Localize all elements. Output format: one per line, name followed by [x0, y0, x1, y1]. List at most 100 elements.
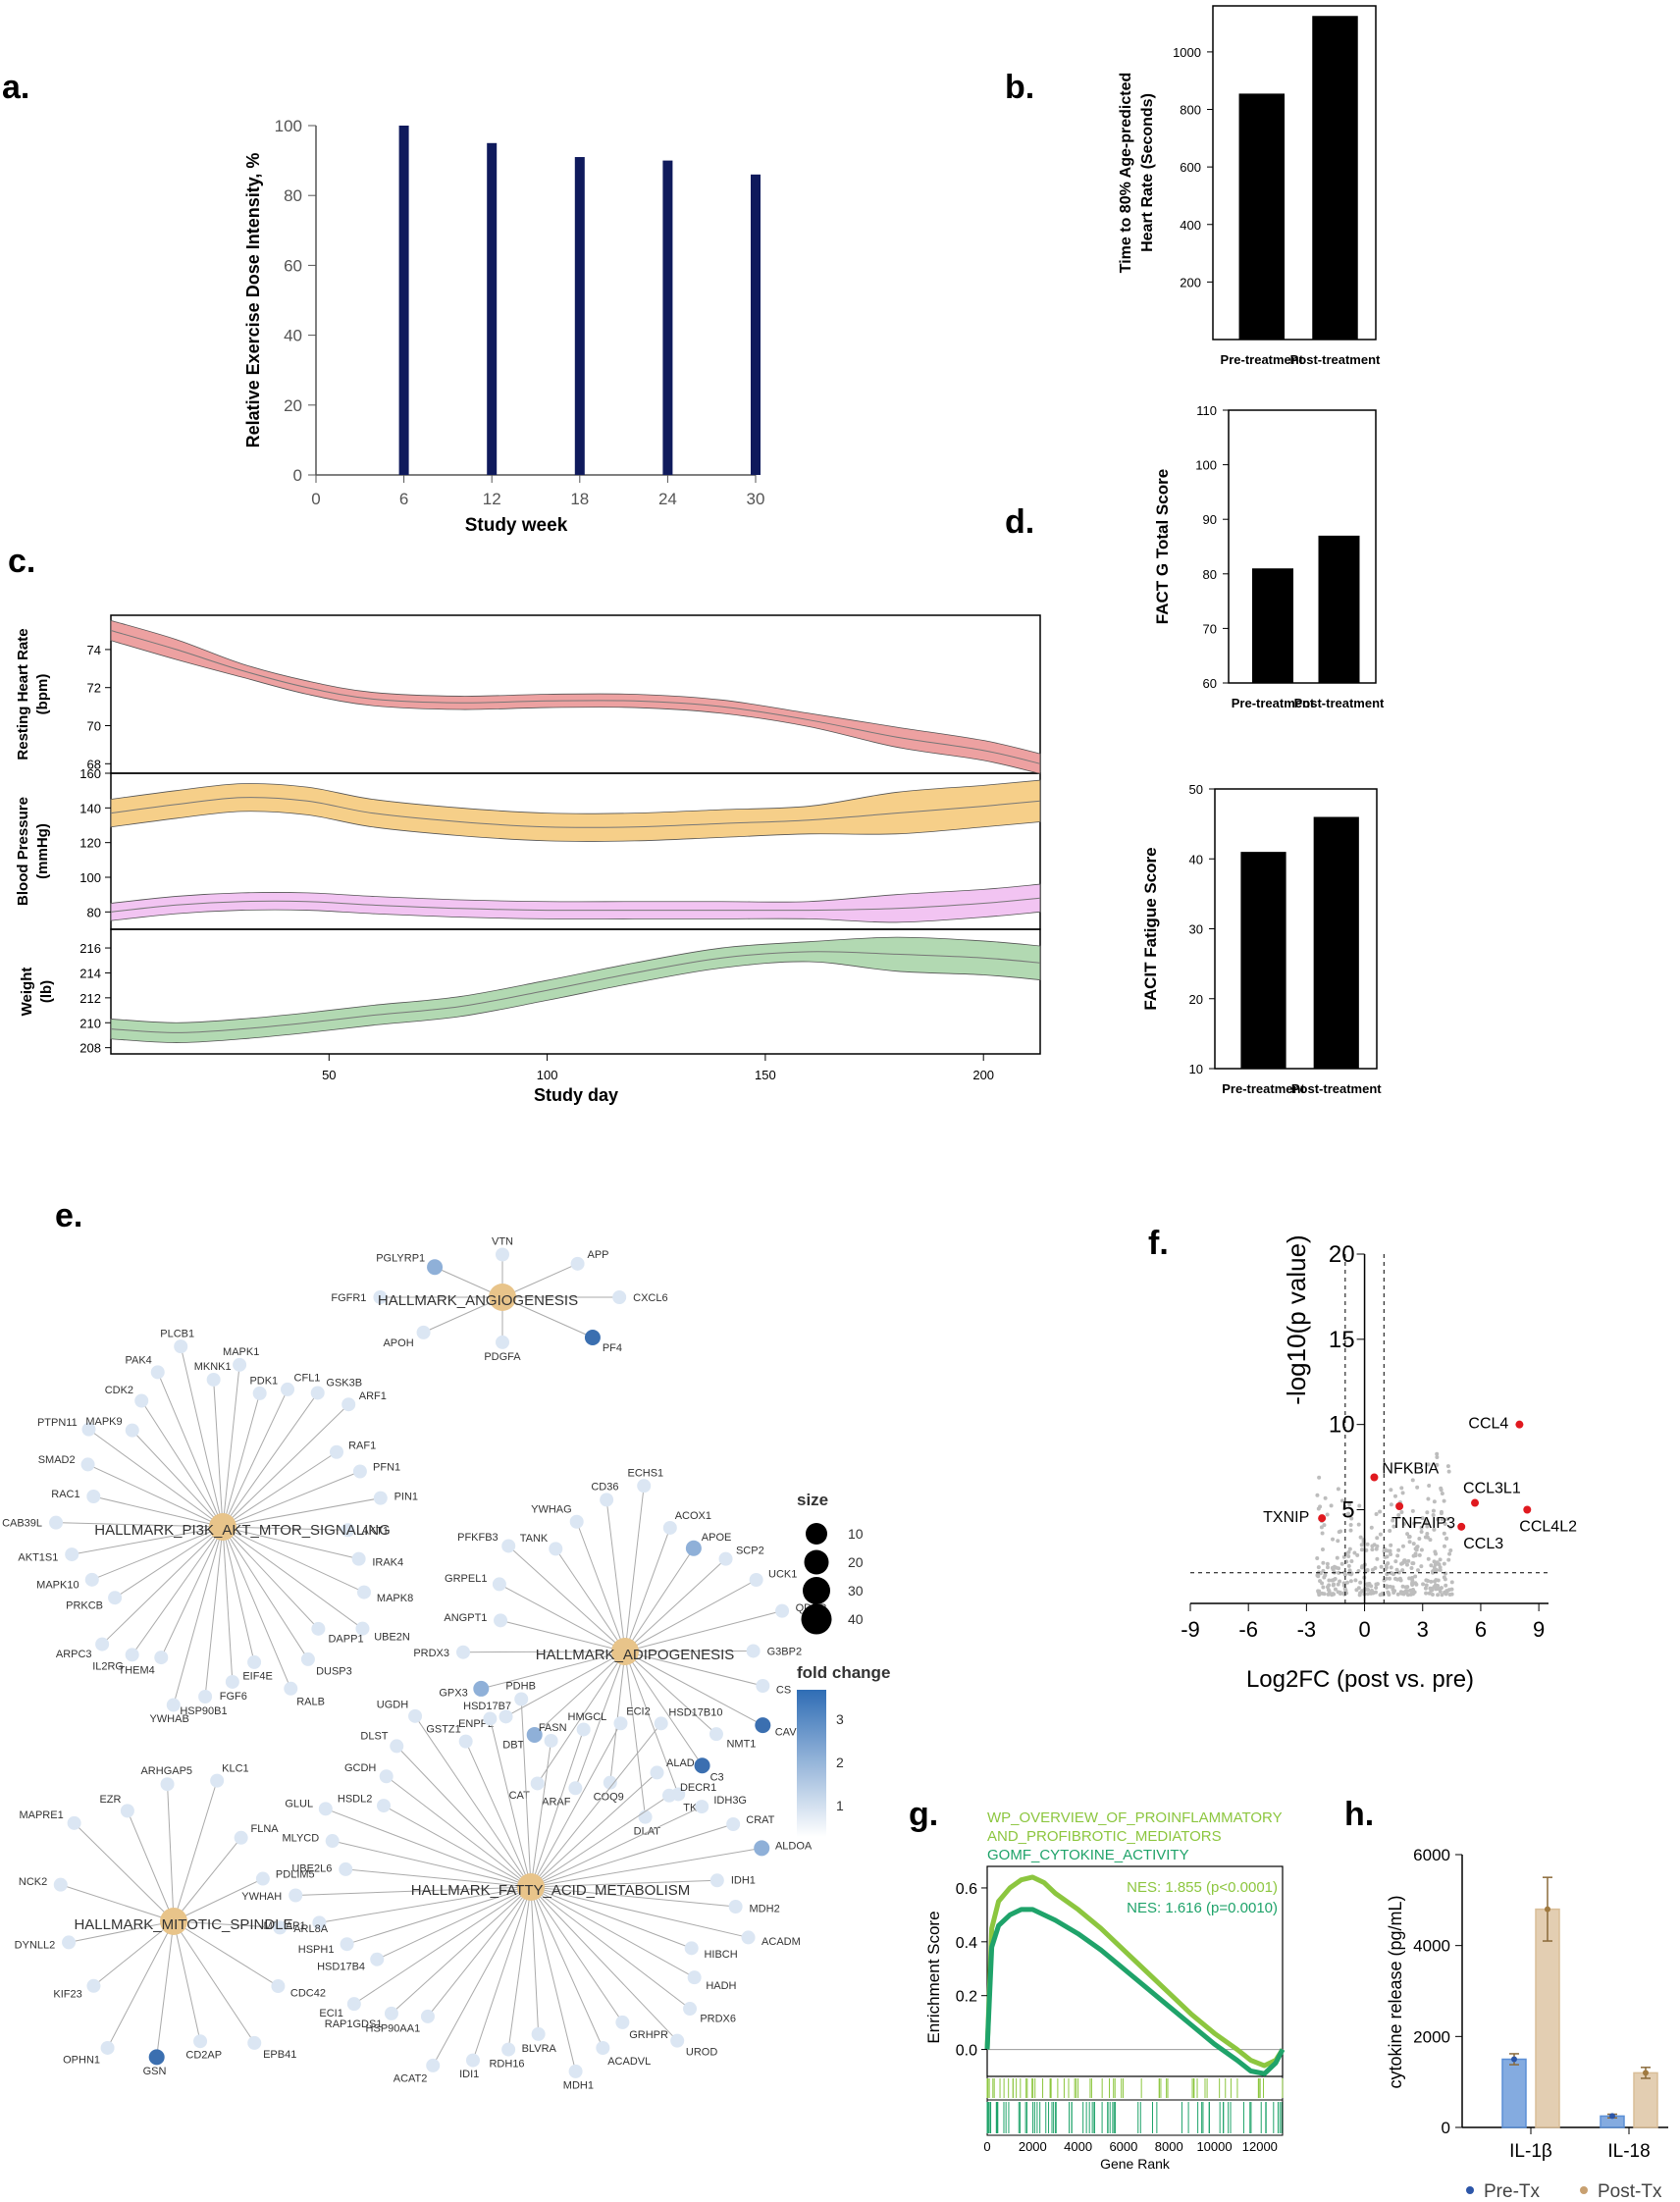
gene-label: PFKFB3 [457, 1532, 499, 1544]
gene-point [1419, 1530, 1424, 1535]
x-tick-label: 12 [483, 490, 501, 508]
y-axis-title: Blood Pressure (mmHg) [15, 797, 51, 906]
gene-label: EPB41 [263, 2049, 296, 2061]
y-axis-title-line1: Time to 80% Age-predicted [1118, 73, 1134, 274]
x-tick-label: 0 [983, 2139, 990, 2154]
gene-node [756, 1678, 770, 1693]
systolic-band [110, 779, 1041, 842]
x-tick-label: 6 [399, 490, 408, 508]
gene-node [568, 1781, 583, 1796]
edge [222, 1364, 240, 1528]
edge [204, 1526, 224, 1698]
gene-node [53, 1877, 68, 1892]
gene-point [1349, 1516, 1354, 1521]
gene-point [1389, 1543, 1393, 1547]
gene-point [1391, 1524, 1396, 1529]
gene-node [427, 1259, 444, 1276]
nes-annotation: NES: 1.616 (p=0.0010) [1127, 1900, 1278, 1916]
gene-label: HSD17B10 [668, 1707, 722, 1719]
hub-label: HALLMARK_FATTY_ACID_METABOLISM [411, 1882, 691, 1899]
gene-point [1439, 1486, 1444, 1491]
edge [140, 1400, 224, 1528]
gene-node [695, 1800, 709, 1814]
edge [377, 1886, 532, 1961]
y-axis-title-line1: Weight [19, 968, 35, 1017]
gene-node [166, 1698, 181, 1712]
edge [530, 1879, 717, 1888]
gene-point [1348, 1523, 1353, 1528]
es-curve [984, 1874, 1286, 2069]
weight-mean-line [110, 951, 1041, 1033]
gene-point [1339, 1498, 1344, 1503]
gene-node [125, 1423, 139, 1438]
gene-label: PDK1 [249, 1375, 278, 1387]
gene-label: UCK1 [768, 1568, 797, 1580]
panel-letter-d: d. [1005, 503, 1034, 541]
y-tick-label: 40 [1189, 852, 1203, 866]
gene-point [1388, 1549, 1392, 1554]
gene-point [1447, 1551, 1452, 1556]
gene-node [501, 1539, 516, 1553]
gene-point [1358, 1591, 1363, 1596]
plot-frame [986, 1865, 1284, 2077]
gene-point [1325, 1565, 1330, 1570]
gene-point [1427, 1483, 1432, 1488]
y-tick-label: 5 [1341, 1496, 1354, 1523]
gene-label: ECHS1 [627, 1467, 663, 1479]
gene-node [600, 1493, 614, 1507]
gene-node [252, 1386, 267, 1400]
edge [605, 1499, 626, 1652]
gene-label: ECI1 [319, 2008, 342, 2019]
gene-point [1382, 1578, 1387, 1583]
gene-node [637, 1479, 652, 1494]
gene-label: G3BP2 [767, 1646, 802, 1657]
gene-point [1425, 1531, 1430, 1536]
x-category-label: Pre-treatment [1222, 1081, 1305, 1096]
gene-node [346, 1997, 361, 2012]
gene-label: APOE [702, 1532, 732, 1544]
gene-point [1403, 1585, 1408, 1590]
gene-label: HSD17B7 [463, 1701, 511, 1712]
y-axis-title: Weight (lb) [19, 968, 55, 1017]
gene-label: CXCL6 [633, 1292, 667, 1304]
gene-node [687, 1970, 702, 1985]
gene-node [390, 1739, 404, 1754]
gene-node [160, 1777, 175, 1792]
gene-node [318, 1802, 333, 1816]
gene-point [1357, 1503, 1362, 1508]
edge [530, 1795, 670, 1888]
gene-node [341, 1523, 355, 1538]
gene-point [1444, 1536, 1449, 1541]
gene-node [465, 2053, 480, 2068]
gene-point [1428, 1586, 1433, 1591]
gene-node [416, 1325, 431, 1339]
edge [465, 1741, 532, 1888]
gene-point [1444, 1589, 1449, 1594]
gene-point [1413, 1574, 1418, 1579]
gene-point [1431, 1569, 1436, 1574]
y-tick-label: 20 [1189, 992, 1203, 1007]
point-label: CCL3L1 [1463, 1481, 1521, 1497]
gene-point [1428, 1538, 1433, 1543]
gene-point [1316, 1565, 1321, 1570]
x-category-label: Post-treatment [1291, 1081, 1382, 1096]
fc-legend-tick: 1 [836, 1798, 844, 1813]
gene-node [198, 1690, 213, 1704]
point-label: TXNIP [1263, 1509, 1309, 1526]
x-category-label: Post-treatment [1290, 352, 1381, 367]
gene-point [1323, 1495, 1328, 1500]
gene-point [1436, 1593, 1441, 1598]
edge [107, 1920, 175, 2049]
edge [530, 1886, 692, 1949]
gene-point [1420, 1516, 1425, 1521]
gene-point [1435, 1568, 1440, 1573]
gene-node [501, 2042, 516, 2057]
gene-point [1439, 1586, 1444, 1591]
gene-label: APOH [383, 1337, 413, 1349]
x-tick-label: 24 [658, 490, 677, 508]
x-tick-label: -6 [1238, 1617, 1258, 1642]
gene-label: NCK2 [19, 1876, 47, 1888]
gene-label: C3 [710, 1772, 724, 1784]
x-tick-label: 150 [755, 1068, 776, 1082]
